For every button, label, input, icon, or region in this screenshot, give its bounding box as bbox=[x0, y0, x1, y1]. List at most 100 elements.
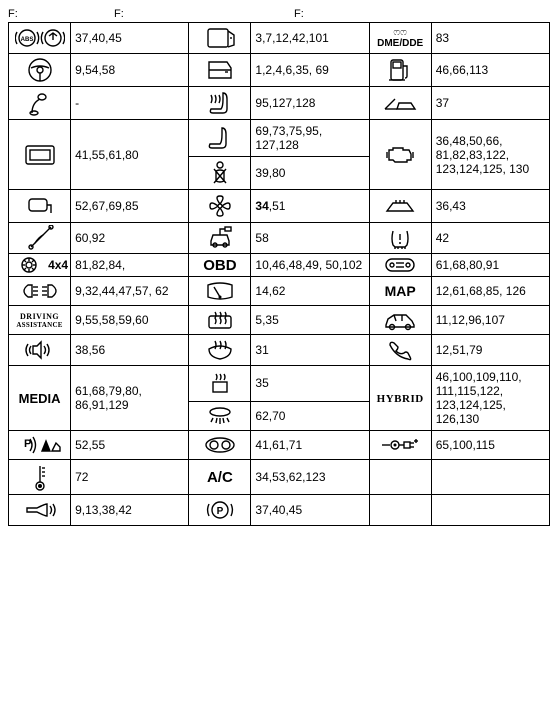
cell-value: 62,70 bbox=[251, 401, 369, 430]
cell-value: 12,51,79 bbox=[431, 335, 549, 366]
cell-value: 72 bbox=[71, 460, 189, 495]
car-profile-icon bbox=[369, 306, 431, 335]
media-icon: MEDIA bbox=[9, 366, 71, 431]
cell-value: - bbox=[71, 87, 189, 120]
obd-icon: OBD bbox=[189, 254, 251, 277]
cell-value: 34,51 bbox=[251, 190, 369, 223]
fan-icon bbox=[189, 190, 251, 223]
four-by-four-icon: 4x4 bbox=[9, 254, 71, 277]
ac-icon: A/C bbox=[189, 460, 251, 495]
tire-pressure-icon bbox=[369, 223, 431, 254]
heated-seat-icon bbox=[189, 87, 251, 120]
cell-value: 10,46,48,49, 50,102 bbox=[251, 254, 369, 277]
cell-value: 95,127,128 bbox=[251, 87, 369, 120]
cell-value: 9,13,38,42 bbox=[71, 495, 189, 526]
cell-value: 31 bbox=[251, 335, 369, 366]
table-row: 9,32,44,47,57, 62 14,62 MAP 12,61,68,85,… bbox=[9, 277, 550, 306]
cell-value: 39,80 bbox=[251, 157, 369, 190]
thermometer-icon bbox=[9, 460, 71, 495]
cell-value: 9,54,58 bbox=[71, 54, 189, 87]
mirror-icon bbox=[9, 190, 71, 223]
cell-value: 38,56 bbox=[71, 335, 189, 366]
fuel-pump-icon bbox=[369, 54, 431, 87]
cell-value: 14,62 bbox=[251, 277, 369, 306]
cell-value bbox=[431, 460, 549, 495]
table-row: 41,55,61,80 69,73,75,95, 127,128 36,48,5… bbox=[9, 120, 550, 157]
car-diag-icon bbox=[189, 223, 251, 254]
door-open-icon bbox=[189, 23, 251, 54]
cell-value: 11,12,96,107 bbox=[431, 306, 549, 335]
charging-plug-icon bbox=[369, 431, 431, 460]
cell-value: 5,35 bbox=[251, 306, 369, 335]
hood-open-icon bbox=[369, 87, 431, 120]
cell-value bbox=[431, 495, 549, 526]
table-row: - 95,127,128 37 bbox=[9, 87, 550, 120]
interior-light-icon bbox=[189, 401, 251, 430]
defrost-front-icon bbox=[189, 335, 251, 366]
horn-icon bbox=[9, 495, 71, 526]
cell-value: 9,32,44,47,57, 62 bbox=[71, 277, 189, 306]
header-2: F: bbox=[114, 8, 294, 20]
driving-assistance-icon: DRIVING ASSISTANCE bbox=[9, 306, 71, 335]
empty-icon bbox=[369, 460, 431, 495]
cell-value: 37,40,45 bbox=[251, 495, 369, 526]
phone-icon bbox=[369, 335, 431, 366]
abs-asc-icon: ABS bbox=[9, 23, 71, 54]
wiper-rear-icon bbox=[189, 277, 251, 306]
column-headers: F: F: F: bbox=[8, 8, 550, 20]
svg-text:P: P bbox=[217, 506, 224, 517]
cell-value: 42 bbox=[431, 223, 549, 254]
icon-reference-table: ABS 37,40,45 3,7,12,42,101 ෆෆ DME/DDE 83… bbox=[8, 22, 550, 526]
table-row: 60,92 58 42 bbox=[9, 223, 550, 254]
cell-value: 35 bbox=[251, 366, 369, 402]
engine-icon bbox=[369, 120, 431, 190]
table-row: 9,13,38,42 P 37,40,45 bbox=[9, 495, 550, 526]
cell-value: 69,73,75,95, 127,128 bbox=[251, 120, 369, 157]
parking-brake-icon: P bbox=[189, 495, 251, 526]
steering-wheel-icon bbox=[9, 54, 71, 87]
headlight-icon bbox=[9, 277, 71, 306]
speakers-icon bbox=[9, 335, 71, 366]
cell-value: 60,92 bbox=[71, 223, 189, 254]
cell-value: 61,68,79,80, 86,91,129 bbox=[71, 366, 189, 431]
cell-value: 46,66,113 bbox=[431, 54, 549, 87]
table-row: DRIVING ASSISTANCE 9,55,58,59,60 5,35 11… bbox=[9, 306, 550, 335]
radio-unit-icon bbox=[369, 254, 431, 277]
table-row: 72 A/C 34,53,62,123 bbox=[9, 460, 550, 495]
cell-value: 12,61,68,85, 126 bbox=[431, 277, 549, 306]
cell-value: 37 bbox=[431, 87, 549, 120]
cell-value: 41,55,61,80 bbox=[71, 120, 189, 190]
seat-icon bbox=[189, 120, 251, 157]
cell-value: 9,55,58,59,60 bbox=[71, 306, 189, 335]
cell-value: 81,82,84, bbox=[71, 254, 189, 277]
cell-value: 41,61,71 bbox=[251, 431, 369, 460]
header-1: F: bbox=[8, 8, 114, 20]
empty-icon bbox=[369, 495, 431, 526]
door-closed-icon bbox=[189, 54, 251, 87]
cell-value: 1,2,4,6,35, 69 bbox=[251, 54, 369, 87]
table-row: P 52,55 41,61,71 65,100,115 bbox=[9, 431, 550, 460]
table-row: 52,67,69,85 34,51 36,43 bbox=[9, 190, 550, 223]
cell-value: 58 bbox=[251, 223, 369, 254]
map-icon: MAP bbox=[369, 277, 431, 306]
dme-dde-icon: ෆෆ DME/DDE bbox=[369, 23, 431, 54]
table-row: 4x4 81,82,84, OBD 10,46,48,49, 50,102 61… bbox=[9, 254, 550, 277]
cell-value: 46,100,109,110, 111,115,122, 123,124,125… bbox=[431, 366, 549, 431]
cell-value: 34,53,62,123 bbox=[251, 460, 369, 495]
defrost-rear-icon bbox=[189, 306, 251, 335]
table-row: 9,54,58 1,2,4,6,35, 69 46,66,113 bbox=[9, 54, 550, 87]
aux-heater-icon bbox=[189, 366, 251, 402]
cell-value: 61,68,80,91 bbox=[431, 254, 549, 277]
cell-value: 52,67,69,85 bbox=[71, 190, 189, 223]
table-row: MEDIA 61,68,79,80, 86,91,129 35 HYBRID 4… bbox=[9, 366, 550, 402]
cell-value: 3,7,12,42,101 bbox=[251, 23, 369, 54]
table-row: ABS 37,40,45 3,7,12,42,101 ෆෆ DME/DDE 83 bbox=[9, 23, 550, 54]
gear-lever-icon bbox=[9, 87, 71, 120]
park-distance-icon: P bbox=[9, 431, 71, 460]
cell-value: 36,43 bbox=[431, 190, 549, 223]
header-3: F: bbox=[294, 8, 474, 20]
cell-value: 52,55 bbox=[71, 431, 189, 460]
hood-vent-icon bbox=[369, 190, 431, 223]
shock-absorber-icon bbox=[9, 223, 71, 254]
cell-value: 37,40,45 bbox=[71, 23, 189, 54]
